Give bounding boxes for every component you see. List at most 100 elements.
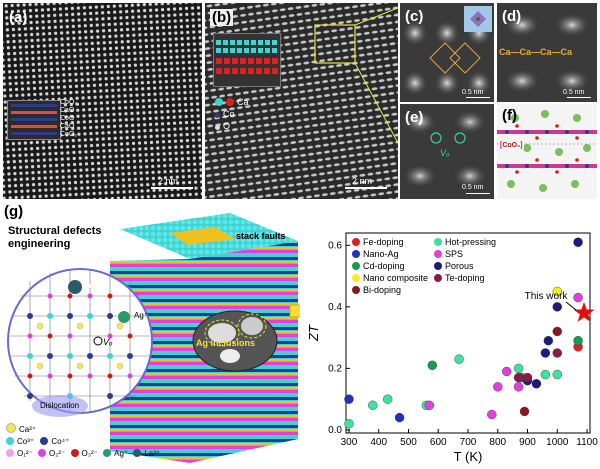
legend-co: Co [223,109,235,119]
panel-b-scale-text: 2 nm [352,176,373,186]
panel-e-lattice [403,110,487,188]
y-axis-label: ZT [306,324,321,342]
legend-o3: O₃²⁻ [81,449,98,458]
panel-f-label: (f) [502,107,517,124]
legend-dot-icon [434,238,442,246]
panel-c-scalebar [466,97,490,98]
data-point [573,292,583,303]
x-tick-label: 800 [489,437,506,448]
panel-f-coo2-tag: [CoO₂] [499,142,524,149]
panel-f-model [497,110,597,192]
ca-dot-icon [6,423,16,433]
data-point [540,369,551,380]
panel-a-label: (a) [9,9,28,26]
data-point [344,394,354,404]
legend-dot-icon [352,262,360,270]
y-tick-label: 0.2 [328,363,342,374]
data-point [552,286,562,297]
panel-b-atom-legend: Ca Co O [215,96,249,132]
title-line-2: engineering [8,238,71,250]
legend-o1: O₁²⁻ [17,449,33,458]
legend-label: Fe-doping [363,237,404,247]
panel-e-scale-text: 0.5 nm [462,184,484,191]
x-tick-label: 400 [370,437,387,448]
data-point [552,348,562,358]
layer-label: CoO [60,115,75,122]
legend-item: Bi-doping [352,285,401,295]
data-point [513,382,524,392]
panel-e-stem-image: Vₒ (e) 0.5 nm [400,104,494,199]
panel-g-title: Structural defects engineering [8,225,102,251]
layer-label: CoO₂ [60,99,78,106]
x-tick-label: 900 [519,437,536,448]
panel-g: (g) Structural defects engineering [0,201,600,469]
data-point [368,400,378,411]
defect-schematic [7,213,300,463]
legend-item: Porous [434,261,474,271]
panel-b-stem-image: Ca Co O (b) 2 nm [205,3,398,199]
panel-b-scalebar [345,187,387,189]
legend-item: Hot-pressing [434,237,496,247]
y-tick-label: 0.4 [328,302,342,313]
this-work-annotation: This work [525,291,569,302]
legend-label: Nano composite [363,273,429,283]
panel-a-stem-image: CoO₂ CaO CoO CaO CoO₂ (a) 2 nm [3,3,202,199]
legend-ag: Ag⁺ [114,449,129,458]
vo-label: Vₒ [103,337,113,347]
data-point [543,335,554,346]
legend-item: Te-doping [434,273,485,283]
panel-a-scalebar [151,187,193,189]
panel-e-scalebar [466,193,490,194]
atom-dot-icon [215,98,223,106]
x-tick-label: 700 [460,437,477,448]
legend-ca: Ca [237,97,249,107]
la-ion-label: La³⁺ [82,281,98,290]
x-tick-label: 500 [400,437,417,448]
data-point [552,369,562,380]
legend-item: Nano-Ag [352,249,399,259]
ag-ion-label: Ag⁺ [134,311,149,320]
data-point [382,394,393,404]
stack-faults-label: stack faults [236,231,286,241]
data-point [519,406,530,417]
legend-label: Cd-doping [363,261,405,271]
panel-a-scale-text: 2 nm [158,176,179,186]
legend-dot-icon [434,250,442,258]
annotation-arrow [565,301,577,311]
data-point [531,379,542,389]
title-line-1: Structural defects [8,225,102,237]
panel-b-inset [213,33,281,87]
data-point [522,372,533,383]
ion-legend: Ca²⁺ Co³⁺ Co⁴⁺ O₁²⁻ O₂²⁻ O₃²⁻ Ag⁺ La³⁺ [6,423,176,460]
legend-dot-icon [352,274,360,282]
panel-c-scale-text: 0.5 nm [462,89,484,96]
atom-dot-icon [215,113,220,118]
data-point [454,354,464,364]
data-point [513,363,524,374]
ag-inclusions-label: Ag inclusions [196,338,256,348]
legend-ca2: Ca²⁺ [19,425,37,434]
legend-label: SPS [445,249,464,259]
o3-dot-icon [70,449,79,457]
legend-label: Nano-Ag [363,249,399,259]
x-tick-label: 1100 [576,437,598,448]
panel-g-label: (g) [4,203,24,220]
data-point [552,302,562,312]
legend-dot-icon [352,250,360,258]
layer-label: CaO [60,107,75,114]
this-work-star-icon [573,302,595,322]
co3-dot-icon [6,437,14,445]
panel-b-label: (b) [210,9,234,26]
y-tick-label: 0.0 [328,425,342,436]
layer-label: CaO [60,123,75,130]
legend-co3: Co³⁺ [17,437,35,446]
legend-item: SPS [434,249,463,259]
legend-dot-icon [434,262,442,270]
layer-label: CoO₂ [60,131,78,138]
legend-label: Hot-pressing [445,237,497,247]
panel-c-lattice [402,6,492,96]
legend-item: Nano composite [352,273,428,283]
atom-dot-icon [215,125,220,130]
data-point [424,400,435,411]
data-point [501,366,512,377]
